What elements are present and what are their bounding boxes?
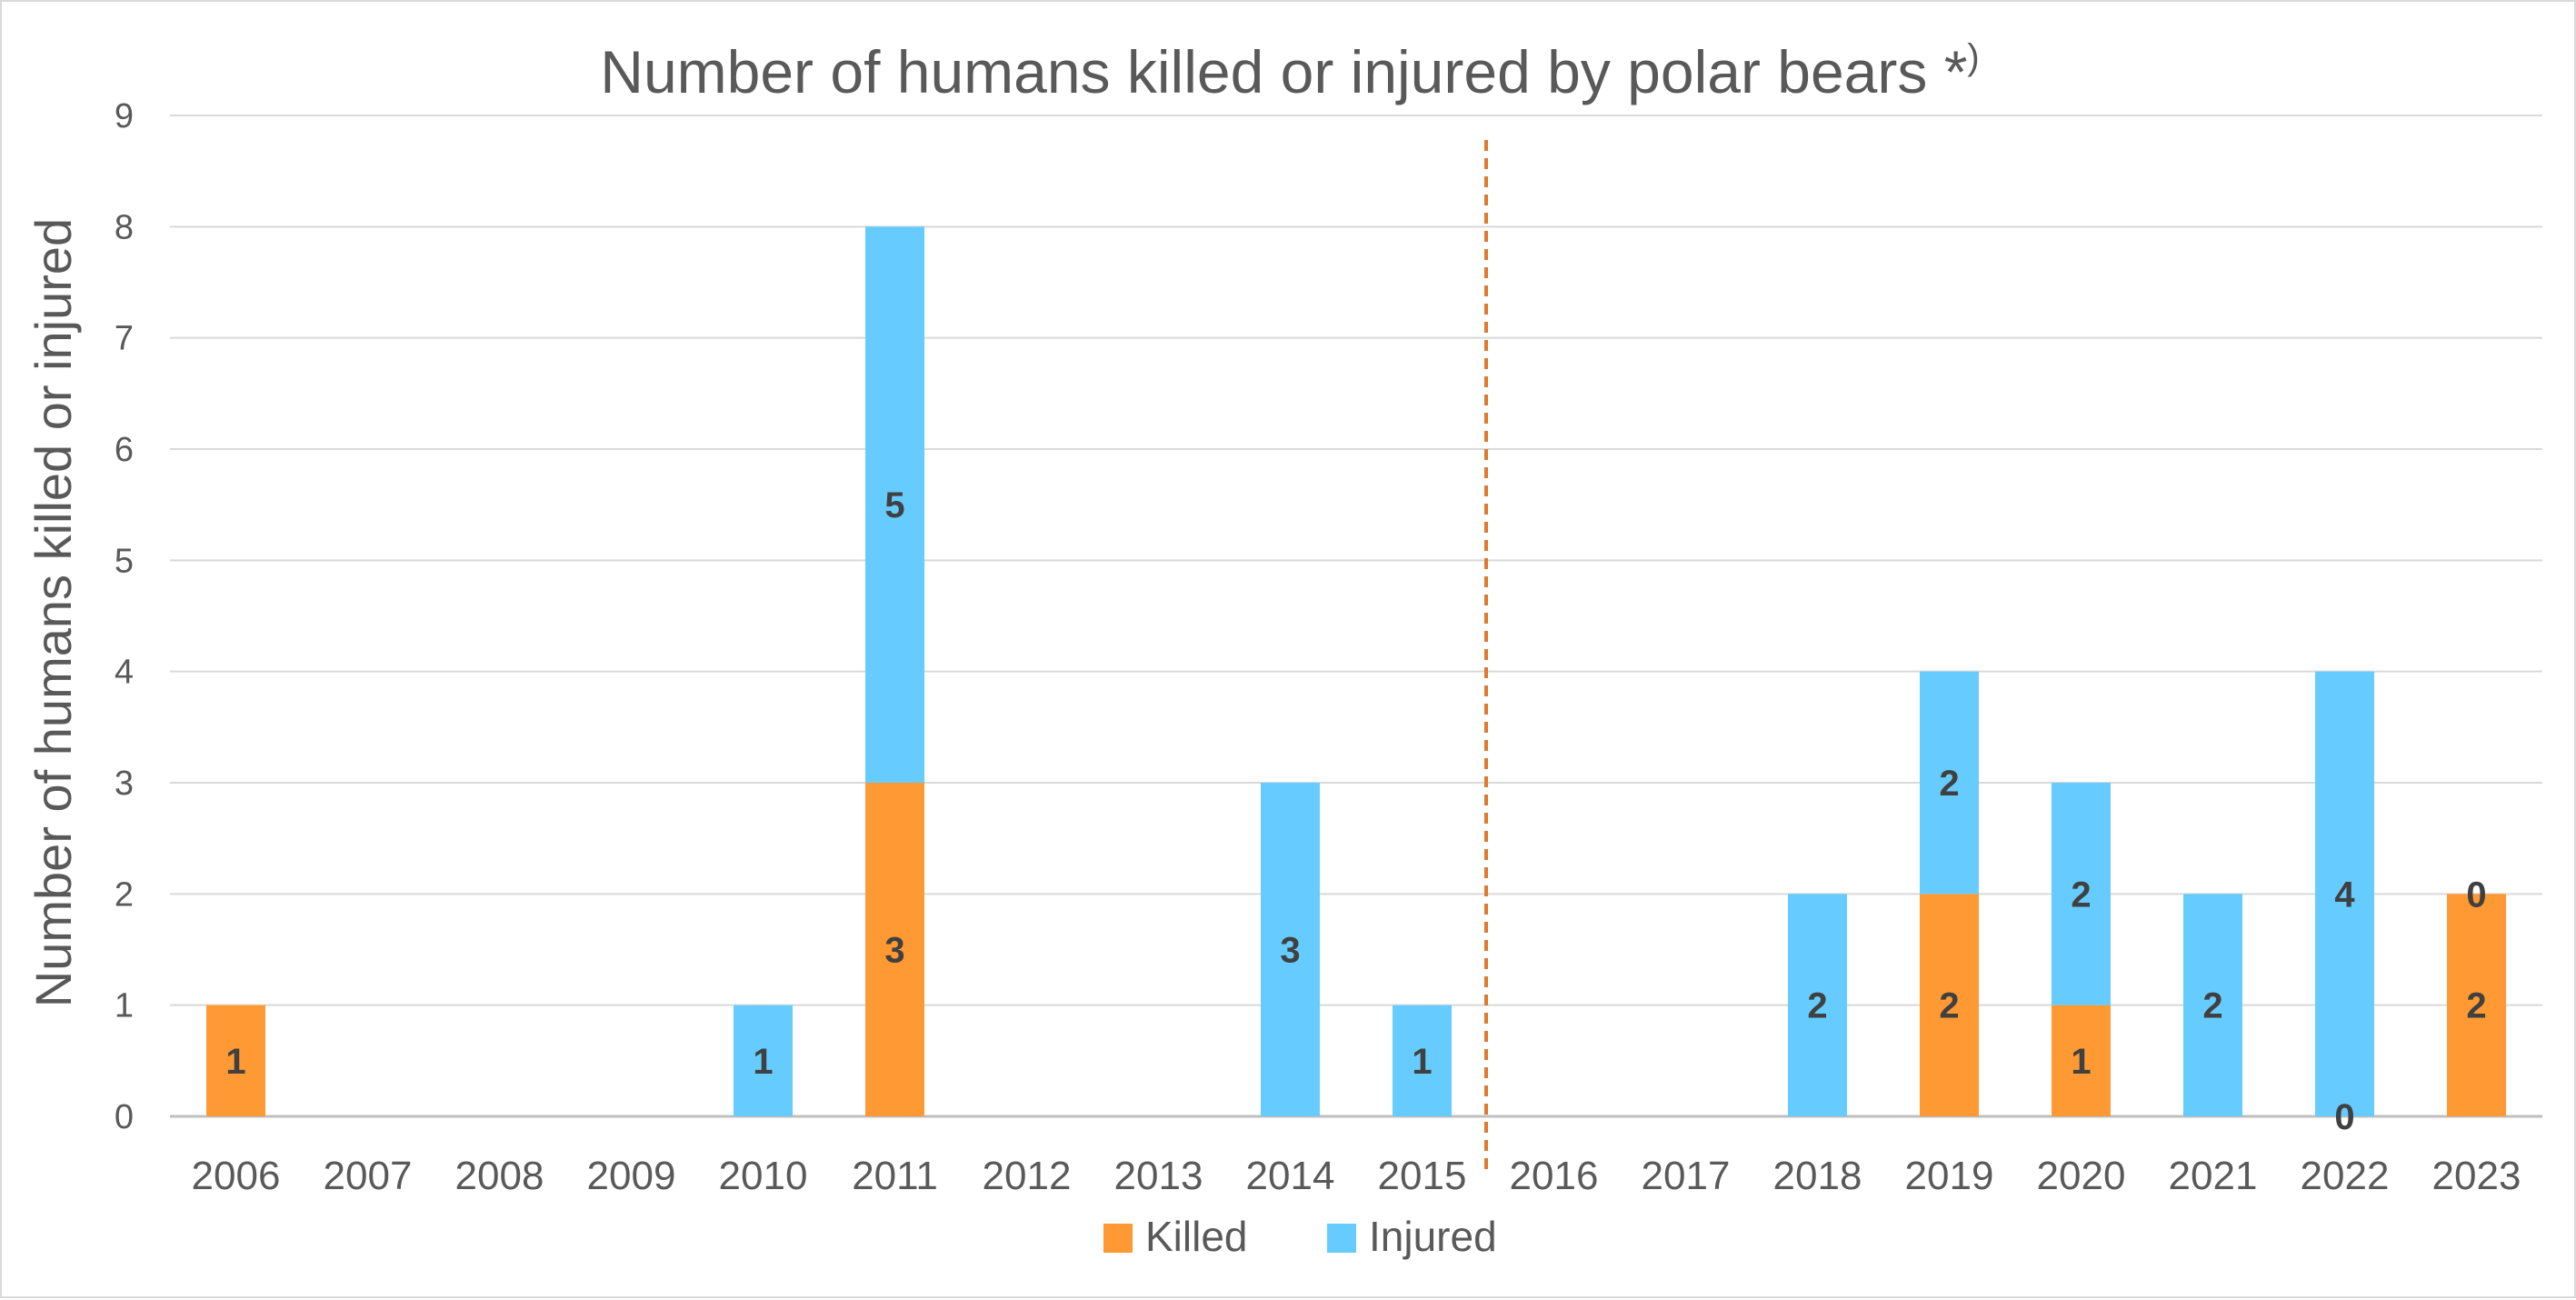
x-tick-label: 2006	[192, 1154, 281, 1198]
data-label-killed-2011: 3	[884, 931, 904, 971]
y-tick-label: 1	[115, 987, 134, 1025]
data-label-injured-2010: 1	[753, 1042, 773, 1082]
x-tick-label: 2023	[2432, 1154, 2521, 1198]
x-tick-label: 2018	[1773, 1154, 1862, 1198]
chart-title-text: Number of humans killed or injured by po…	[600, 38, 1967, 105]
bar-killed-2019	[1920, 894, 1979, 1116]
data-label-injured-2022: 4	[2334, 875, 2355, 915]
bar-killed-2006	[206, 1005, 265, 1116]
bar-killed-2011	[865, 783, 924, 1116]
y-tick-label: 2	[115, 875, 134, 914]
x-tick-label: 2013	[1114, 1154, 1203, 1198]
bar-injured-2021	[2183, 894, 2242, 1116]
data-label-killed-2006: 1	[225, 1042, 245, 1082]
x-tick-label: 2019	[1905, 1154, 1994, 1198]
y-tick-label: 6	[115, 431, 134, 469]
data-label-killed-2020: 1	[2071, 1042, 2091, 1082]
x-tick-label: 2009	[587, 1154, 676, 1198]
y-axis-title: Number of humans killed or injured	[25, 218, 82, 1007]
data-labels: 1 3 2 1 0 2 1 5 3 1 2 2 2 2 4 0	[225, 485, 2486, 1137]
bar-injured-2022	[2315, 671, 2374, 1116]
bar-killed-2020	[2052, 1005, 2111, 1116]
data-label-killed-2019: 2	[1939, 986, 1959, 1026]
y-tick-label: 4	[115, 654, 134, 692]
x-tick-label: 2011	[852, 1154, 938, 1198]
data-label-killed-2023: 2	[2466, 986, 2486, 1026]
bar-killed-2023	[2447, 894, 2506, 1116]
y-tick-label: 3	[115, 765, 134, 803]
bar-injured-2019	[1920, 671, 1979, 895]
bar-injured-2020	[2052, 783, 2111, 1005]
bar-injured-2018	[1788, 894, 1847, 1116]
data-label-killed-2022: 0	[2334, 1097, 2354, 1137]
x-tick-label: 2012	[983, 1154, 1072, 1198]
y-tick-label: 8	[115, 208, 134, 246]
x-tick-label: 2020	[2037, 1154, 2126, 1198]
legend: Killed Injured	[1103, 1213, 1497, 1260]
x-tick-label: 2022	[2301, 1154, 2390, 1198]
x-tick-label: 2015	[1378, 1154, 1467, 1198]
y-tick-label: 7	[115, 320, 134, 358]
x-tick-label: 2016	[1510, 1154, 1599, 1198]
bar-injured-2015	[1393, 1005, 1452, 1116]
bar-injured-2011	[865, 226, 924, 784]
data-label-injured-2018: 2	[1807, 986, 1827, 1026]
x-tick-label: 2010	[719, 1154, 808, 1198]
bar-injured-2014	[1261, 783, 1320, 1116]
data-label-injured-2021: 2	[2202, 986, 2222, 1026]
y-tick-label: 5	[115, 542, 134, 580]
x-tick-label: 2007	[324, 1154, 413, 1198]
x-tick-label: 2008	[455, 1154, 544, 1198]
bars	[206, 226, 2506, 1116]
data-label-injured-2023: 0	[2466, 875, 2486, 915]
legend-swatch-injured	[1327, 1224, 1356, 1253]
x-tick-label: 2014	[1246, 1154, 1335, 1198]
y-tick-label: 0	[115, 1098, 134, 1136]
data-label-injured-2020: 2	[2071, 875, 2091, 915]
data-label-injured-2019: 2	[1939, 764, 1959, 804]
data-label-injured-2015: 1	[1412, 1042, 1432, 1082]
y-tick-label: 9	[115, 97, 134, 135]
legend-swatch-killed	[1103, 1224, 1133, 1253]
legend-label-killed: Killed	[1145, 1213, 1248, 1260]
legend-label-injured: Injured	[1369, 1213, 1497, 1260]
chart-title: Number of humans killed or injured by po…	[600, 37, 1979, 105]
chart-title-superscript: )	[1967, 37, 1979, 77]
bar-injured-2010	[734, 1005, 793, 1116]
x-tick-label: 2017	[1642, 1154, 1731, 1198]
x-tick-label: 2021	[2169, 1154, 2258, 1198]
data-label-injured-2014: 3	[1280, 931, 1300, 971]
data-label-injured-2011: 5	[884, 485, 904, 525]
gridlines	[170, 115, 2542, 1118]
